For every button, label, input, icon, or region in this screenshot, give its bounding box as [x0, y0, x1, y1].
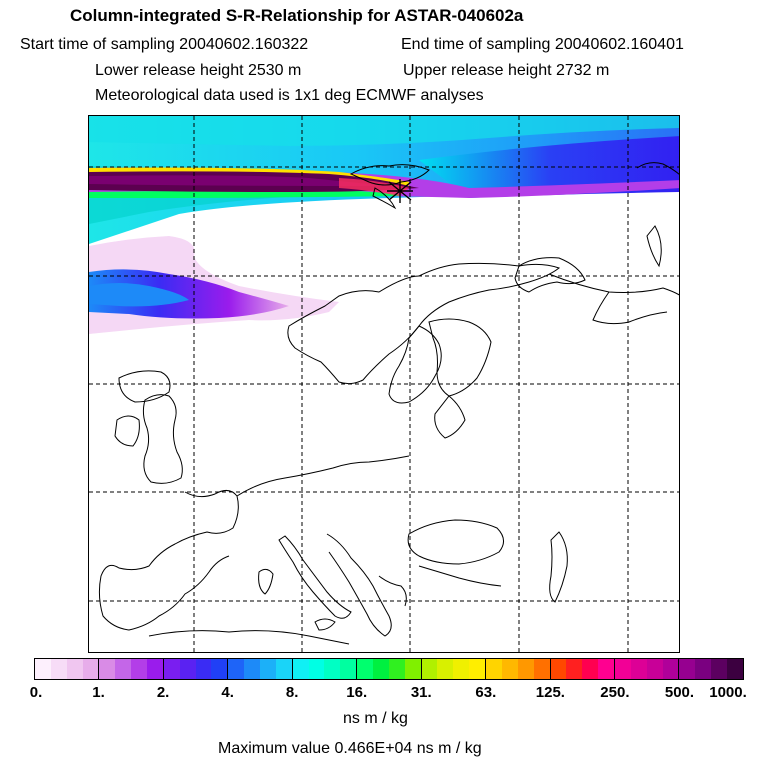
colorbar-segment: [357, 659, 374, 679]
colorbar-segment: [679, 659, 696, 679]
end-time-label: End time of sampling 20040602.160401: [401, 36, 684, 53]
colorbar-segment: [421, 659, 438, 679]
colorbar-segment: [646, 659, 663, 679]
colorbar-segment: [566, 659, 583, 679]
colorbar-segment: [66, 659, 83, 679]
colorbar-segment: [582, 659, 599, 679]
met-data-label: Meteorological data used is 1x1 deg ECMW…: [95, 87, 484, 104]
colorbar-segment: [437, 659, 454, 679]
colorbar-segment: [308, 659, 325, 679]
colorbar-segment: [292, 659, 309, 679]
plume-green-edge: [89, 190, 399, 198]
colorbar-segment: [179, 659, 196, 679]
colorbar-tick-label: 31.: [410, 684, 432, 701]
colorbar-segment: [404, 659, 422, 679]
colorbar-segment: [453, 659, 470, 679]
colorbar-segment: [662, 659, 680, 679]
colorbar-segment: [550, 659, 567, 679]
grid-lines: [89, 116, 679, 652]
colorbar-segment: [147, 659, 164, 679]
colorbar-segment: [598, 659, 615, 679]
colorbar-segment: [211, 659, 229, 679]
colorbar-tick-label: 8.: [285, 684, 299, 701]
max-value-label: Maximum value 0.466E+04 ns m / kg: [218, 740, 482, 757]
colorbar-segment: [324, 659, 341, 679]
colorbar-segment: [533, 659, 551, 679]
colorbar-tick-label: 2.: [156, 684, 170, 701]
colorbar: [34, 658, 744, 680]
lower-release-label: Lower release height 2530 m: [95, 62, 302, 79]
colorbar-tick-label: 125.: [535, 684, 565, 701]
page-title: Column-integrated S-R-Relationship for A…: [70, 6, 524, 25]
colorbar-segment: [82, 659, 100, 679]
colorbar-segment: [486, 659, 502, 679]
colorbar-segment: [517, 659, 534, 679]
colorbar-segment: [340, 659, 358, 679]
colorbar-segment: [244, 659, 261, 679]
colorbar-segment: [163, 659, 180, 679]
coastlines: [98, 162, 679, 645]
colorbar-segment: [115, 659, 132, 679]
upper-release-label: Upper release height 2732 m: [403, 62, 610, 79]
colorbar-tick-label: 0.: [29, 684, 43, 701]
colorbar-units: ns m / kg: [343, 710, 408, 727]
plume-core-highlight: [89, 175, 389, 186]
colorbar-segment: [195, 659, 212, 679]
plume-east-band: [419, 136, 679, 198]
colorbar-segment: [50, 659, 67, 679]
start-time-label: Start time of sampling 20040602.160322: [20, 36, 309, 53]
colorbar-segment: [388, 659, 405, 679]
colorbar-segment: [99, 659, 116, 679]
colorbar-segment: [695, 659, 712, 679]
colorbar-segment: [501, 659, 518, 679]
colorbar-tick-label: 4.: [221, 684, 234, 701]
plume-west-core: [89, 283, 189, 307]
colorbar-segment: [711, 659, 727, 679]
colorbar-segment: [614, 659, 631, 679]
colorbar-segment: [373, 659, 389, 679]
colorbar-segment: [275, 659, 293, 679]
colorbar-tick-label: 250.: [600, 684, 630, 701]
colorbar-tick-label: 63.: [475, 684, 497, 701]
plume-upper-edge: [89, 116, 679, 146]
colorbar-segment: [726, 659, 743, 679]
colorbar-segment: [469, 659, 487, 679]
colorbar-tick-label: 16.: [346, 684, 368, 701]
colorbar-segment: [260, 659, 276, 679]
colorbar-tick-label: 500.: [664, 684, 695, 701]
map-panel: [88, 115, 680, 653]
colorbar-tick-label: 1000.: [709, 684, 747, 701]
colorbar-segment: [630, 659, 647, 679]
colorbar-segment: [131, 659, 148, 679]
colorbar-tick-label: 1.: [92, 684, 105, 701]
map-canvas: [89, 116, 679, 652]
release-site-asterisk-icon: [387, 179, 413, 203]
colorbar-segment: [228, 659, 245, 679]
colorbar-segment: [35, 659, 51, 679]
